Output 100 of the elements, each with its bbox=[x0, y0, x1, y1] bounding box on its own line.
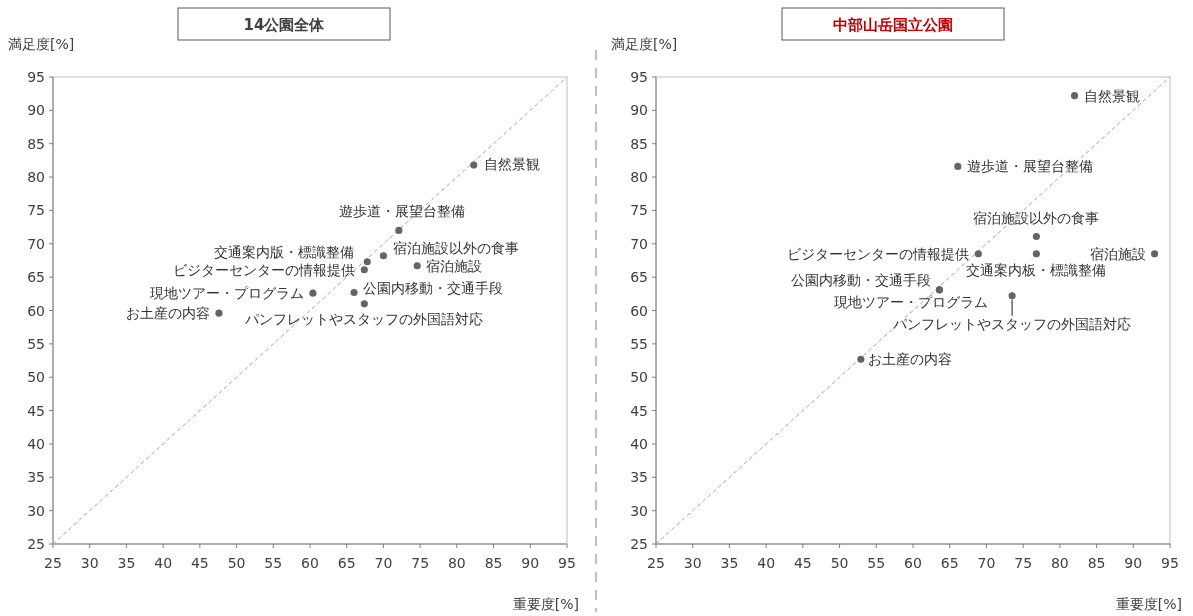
y-tick-label: 70 bbox=[630, 235, 648, 252]
y-tick-label: 30 bbox=[27, 502, 45, 519]
y-axis-title: 満足度[%] bbox=[8, 36, 75, 52]
x-tick-label: 30 bbox=[80, 555, 99, 571]
point bbox=[1008, 292, 1016, 300]
x-tick-label: 25 bbox=[44, 555, 62, 571]
point bbox=[350, 288, 358, 297]
x-tick-label: 90 bbox=[521, 555, 540, 571]
y-tick-label: 25 bbox=[630, 536, 648, 552]
point bbox=[309, 289, 317, 297]
y-tick-label: 70 bbox=[27, 235, 45, 252]
x-tick-label: 70 bbox=[374, 555, 393, 571]
point bbox=[1032, 232, 1040, 241]
point bbox=[395, 226, 403, 234]
x-tick-label: 70 bbox=[977, 555, 996, 571]
series-label: ビジターセンターの情報提供 bbox=[787, 245, 970, 262]
point bbox=[857, 355, 865, 363]
point bbox=[360, 300, 368, 308]
series-label: 公園内移動・交通手段 bbox=[791, 271, 932, 288]
chart-title: 14公園全体 bbox=[243, 16, 326, 34]
point bbox=[1032, 250, 1040, 258]
y-tick-label: 50 bbox=[27, 369, 45, 386]
y-tick-label: 95 bbox=[27, 69, 45, 85]
y-tick-label: 60 bbox=[630, 302, 648, 319]
series-label: 交通案内板・標識整備 bbox=[966, 261, 1107, 278]
x-tick-label: 40 bbox=[757, 555, 776, 571]
series-label: ビジターセンターの情報提供 bbox=[173, 261, 356, 278]
y-tick-label: 45 bbox=[630, 402, 648, 419]
y-tick-label: 55 bbox=[27, 335, 45, 352]
y-tick-label: 65 bbox=[630, 269, 648, 286]
y-tick-label: 60 bbox=[27, 302, 45, 319]
series-label: 交通案内版・標識整備 bbox=[214, 243, 355, 260]
x-tick-label: 55 bbox=[264, 555, 283, 571]
y-tick-label: 35 bbox=[630, 469, 648, 486]
y-tick-label: 75 bbox=[630, 202, 648, 219]
x-tick-label: 85 bbox=[484, 555, 503, 571]
series-label: 自然景観 bbox=[483, 156, 540, 173]
point bbox=[215, 309, 223, 317]
x-tick-label: 90 bbox=[1124, 555, 1143, 571]
y-tick-label: 90 bbox=[630, 102, 648, 119]
y-tick-label: 65 bbox=[27, 269, 45, 286]
y-tick-label: 85 bbox=[27, 135, 45, 152]
x-tick-label: 40 bbox=[154, 555, 173, 571]
x-tick-label: 35 bbox=[117, 555, 136, 571]
y-axis-title: 満足度[%] bbox=[611, 36, 678, 52]
x-tick-label: 25 bbox=[647, 555, 665, 571]
series-label: 遊歩道・展望台整備 bbox=[338, 203, 465, 220]
y-tick-label: 40 bbox=[27, 435, 45, 452]
x-tick-label: 95 bbox=[558, 555, 576, 571]
x-tick-label: 50 bbox=[830, 555, 849, 571]
x-tick-label: 50 bbox=[227, 555, 246, 571]
y-tick-label: 90 bbox=[27, 102, 45, 119]
series-label: 自然景観 bbox=[1083, 87, 1140, 104]
legend-label: 現地ツアー・プログラム bbox=[834, 293, 989, 310]
y-tick-label: 55 bbox=[630, 335, 648, 352]
series-label: 宿泊施設以外の食事 bbox=[393, 239, 520, 256]
series-label: パンフレットやスタッフの外国語対応 bbox=[244, 310, 484, 327]
series-label: お土産の内容 bbox=[125, 305, 210, 322]
point bbox=[974, 250, 982, 258]
point bbox=[1070, 92, 1079, 100]
x-tick-label: 60 bbox=[904, 555, 922, 571]
x-tick-label: 55 bbox=[867, 555, 886, 571]
point bbox=[1151, 250, 1159, 258]
y-tick-label: 80 bbox=[27, 169, 45, 186]
x-tick-label: 80 bbox=[447, 555, 466, 571]
x-tick-label: 45 bbox=[793, 555, 812, 571]
x-axis-title: 重要度[%] bbox=[512, 596, 579, 612]
x-tick-label: 30 bbox=[683, 555, 702, 571]
y-tick-label: 80 bbox=[630, 169, 648, 186]
x-tick-label: 65 bbox=[940, 555, 959, 571]
point bbox=[470, 161, 478, 169]
series-label: お土産の内容 bbox=[867, 351, 952, 368]
x-tick-label: 60 bbox=[301, 555, 319, 571]
point bbox=[363, 258, 371, 266]
chart-title: 中部山岳国立公園 bbox=[833, 16, 953, 34]
x-tick-label: 45 bbox=[190, 555, 209, 571]
series-label: 宿泊施設 bbox=[426, 257, 483, 274]
x-tick-label: 95 bbox=[1161, 555, 1179, 571]
point bbox=[360, 266, 368, 274]
y-tick-label: 50 bbox=[630, 369, 648, 386]
y-tick-label: 45 bbox=[27, 402, 45, 419]
y-tick-label: 85 bbox=[630, 135, 648, 152]
series-label: 現地ツアー・プログラム bbox=[149, 285, 304, 302]
y-tick-label: 75 bbox=[27, 202, 45, 219]
y-tick-label: 95 bbox=[630, 69, 648, 85]
y-tick-label: 30 bbox=[630, 502, 648, 519]
y-tick-label: 25 bbox=[27, 536, 45, 552]
point bbox=[954, 162, 962, 170]
x-tick-label: 85 bbox=[1087, 555, 1106, 571]
series-label: パンフレットやスタッフの外国語対応 bbox=[892, 315, 1132, 332]
point bbox=[413, 262, 421, 270]
series-label: 宿泊施設 bbox=[1089, 245, 1146, 262]
y-tick-label: 40 bbox=[630, 435, 648, 452]
y-tick-label: 35 bbox=[27, 469, 45, 486]
point bbox=[379, 252, 387, 260]
series-label: 宿泊施設以外の食事 bbox=[973, 210, 1100, 227]
x-tick-label: 80 bbox=[1050, 555, 1069, 571]
series-label: 遊歩道・展望台整備 bbox=[966, 158, 1093, 175]
x-tick-label: 75 bbox=[1014, 555, 1033, 571]
x-tick-label: 35 bbox=[720, 555, 739, 571]
